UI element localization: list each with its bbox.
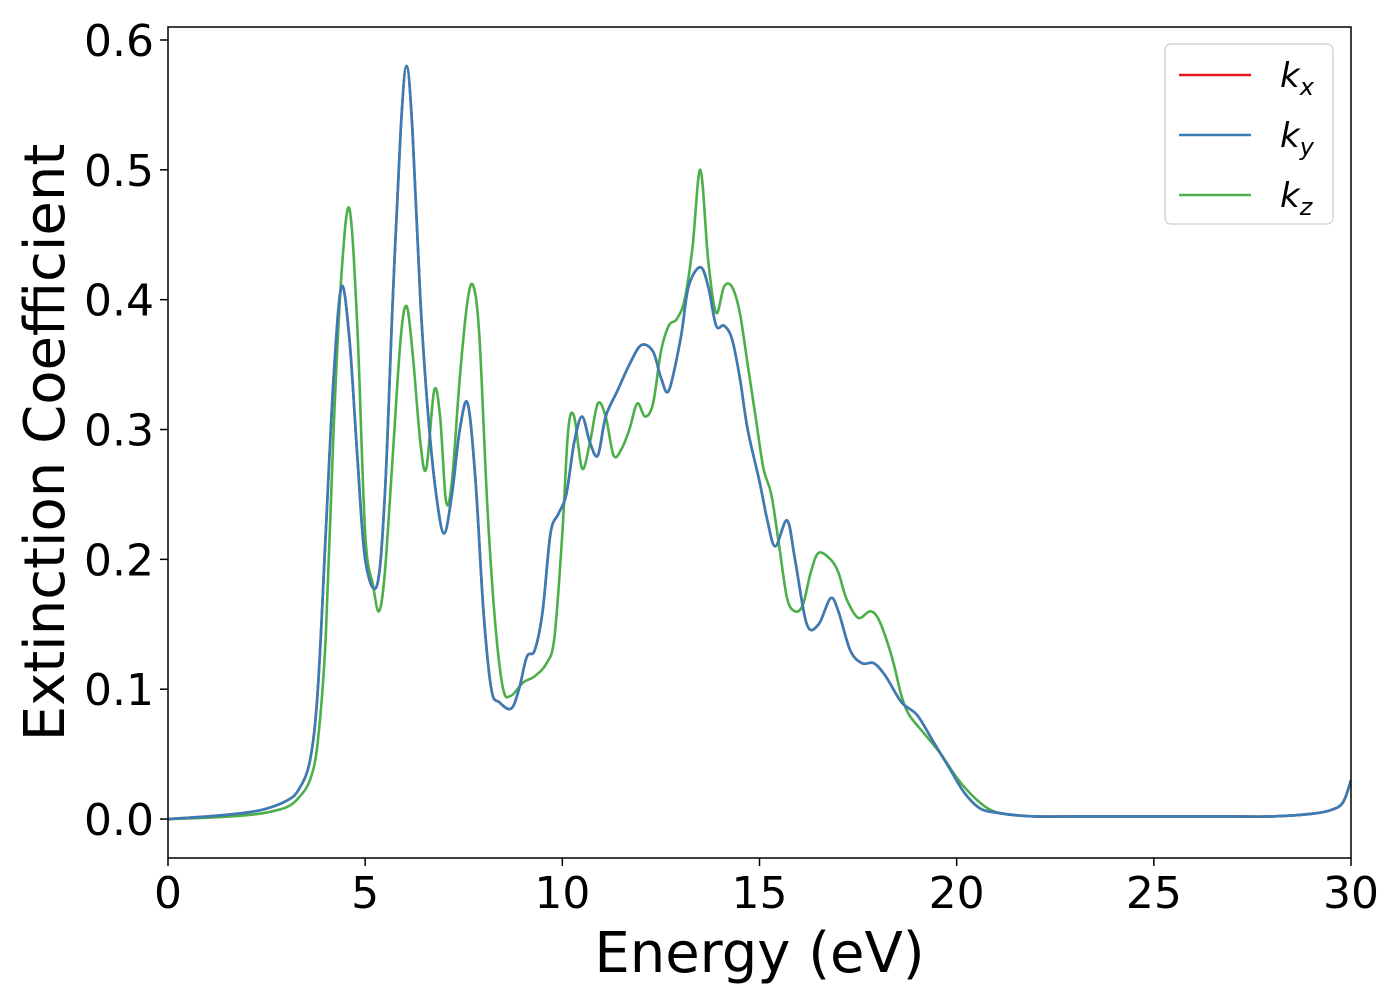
x-tick-label: 15 [732,868,788,919]
legend-label-y: ky [1280,116,1315,161]
y-axis-ticks: 0.0 0.1 0.2 0.3 0.4 0.5 0.6 [84,16,168,846]
x-axis-label: Energy (eV) [594,921,924,986]
x-tick-label: 10 [534,868,590,919]
y-tick-label: 0.3 [84,406,154,457]
x-tick-label: 0 [154,868,182,919]
legend-label-z: kz [1280,176,1314,221]
y-tick-label: 0.4 [84,276,154,327]
x-tick-label: 20 [929,868,985,919]
x-axis-ticks: 0 5 10 15 20 25 30 [154,858,1379,919]
x-tick-label: 25 [1126,868,1182,919]
series-line-z [168,168,1351,821]
y-tick-label: 0.1 [84,665,154,716]
y-tick-label: 0.2 [84,535,154,586]
y-tick-label: 0.0 [84,795,154,846]
plot-lines [168,64,1351,821]
y-tick-label: 0.6 [84,16,154,67]
series-line-y [168,64,1351,821]
y-tick-label: 0.5 [84,146,154,197]
x-tick-label: 30 [1323,868,1379,919]
legend: kx ky kz [1164,43,1334,225]
legend-label-x: kx [1280,56,1315,101]
y-axis-label: Extinction Coefficient [13,144,78,742]
x-tick-label: 5 [351,868,379,919]
